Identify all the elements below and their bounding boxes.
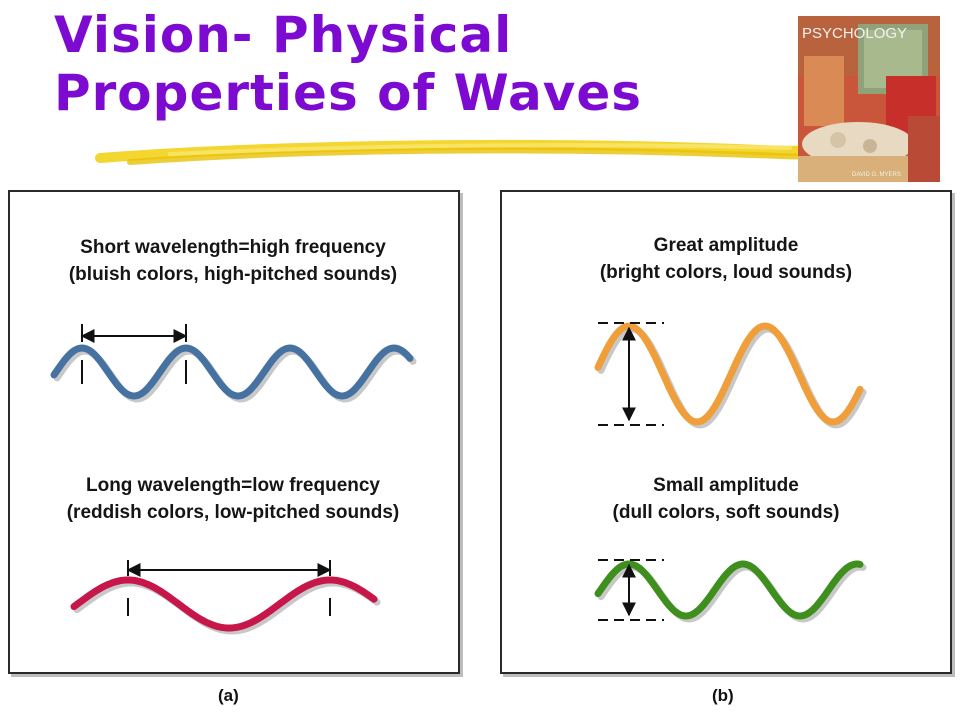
short-caption-line-1: Short wavelength=high frequency bbox=[80, 237, 386, 258]
small-caption-line-1: Small amplitude bbox=[653, 475, 799, 496]
short-wavelength-wave bbox=[50, 344, 417, 403]
small-amplitude-measure bbox=[598, 559, 664, 621]
small-caption-line-2: (dull colors, soft sounds) bbox=[612, 502, 840, 523]
book-cover-image: PSYCHOLOGY DAVID G. MYERS bbox=[798, 16, 940, 182]
great-caption-line-2: (bright colors, loud sounds) bbox=[599, 262, 853, 283]
long-caption-line-2: (reddish colors, low-pitched sounds) bbox=[66, 502, 400, 523]
small-amplitude-caption: Small amplitude (dull colors, soft sound… bbox=[500, 472, 952, 526]
long-caption-line-1: Long wavelength=low frequency bbox=[85, 475, 381, 496]
title-line-2: Properties of Waves bbox=[54, 64, 643, 122]
panel-a-label: (a) bbox=[218, 686, 239, 705]
book-title-text: PSYCHOLOGY bbox=[802, 25, 907, 42]
book-author-text: DAVID G. MYERS bbox=[852, 172, 901, 178]
long-wavelength-measure bbox=[126, 560, 332, 616]
great-amplitude-caption: Great amplitude (bright colors, loud sou… bbox=[500, 232, 952, 286]
small-amplitude-wave bbox=[594, 560, 867, 623]
panel-b bbox=[500, 190, 952, 674]
panel-a bbox=[8, 190, 460, 674]
long-wavelength-caption: Long wavelength=low frequency (reddish c… bbox=[8, 472, 458, 526]
short-wavelength-measure bbox=[80, 324, 188, 384]
long-wavelength-wave bbox=[70, 576, 381, 635]
great-amplitude-wave bbox=[594, 322, 867, 429]
page-title: Vision- Physical Properties of Waves bbox=[54, 6, 774, 122]
short-caption-line-2: (bluish colors, high-pitched sounds) bbox=[68, 264, 398, 285]
panel-b-label: (b) bbox=[712, 686, 734, 705]
great-amplitude-measure bbox=[598, 322, 664, 426]
great-caption-line-1: Great amplitude bbox=[653, 235, 799, 256]
short-wavelength-caption: Short wavelength=high frequency (bluish … bbox=[8, 234, 458, 288]
title-line-1: Vision- Physical bbox=[54, 6, 513, 64]
